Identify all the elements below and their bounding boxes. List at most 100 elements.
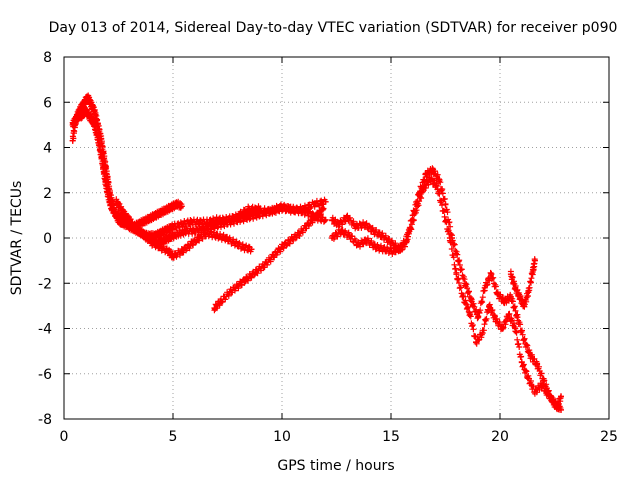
y-tick-label: -8	[38, 412, 52, 428]
data-point	[512, 284, 519, 291]
data-point	[311, 201, 318, 208]
data-point	[178, 221, 185, 228]
data-point	[436, 176, 442, 183]
y-tick-label: 0	[43, 231, 52, 247]
data-point	[414, 203, 421, 210]
data-point	[379, 232, 386, 239]
data-point	[98, 151, 105, 158]
data-point	[165, 225, 172, 232]
data-point	[507, 293, 514, 300]
data-point	[91, 108, 98, 115]
data-point	[148, 239, 155, 246]
data-point	[95, 140, 102, 146]
y-tick-label: -4	[38, 322, 52, 338]
data-point	[473, 339, 479, 346]
data-point	[479, 330, 486, 336]
data-point	[545, 391, 551, 398]
data-point	[353, 223, 360, 230]
data-point	[516, 293, 523, 300]
data-point	[161, 207, 168, 214]
data-point	[335, 221, 342, 228]
y-tick-label: 4	[43, 141, 52, 157]
data-point	[252, 268, 259, 275]
data-point	[161, 237, 168, 244]
data-point	[507, 271, 514, 278]
data-point	[109, 205, 115, 212]
y-tick-label: -6	[38, 367, 52, 383]
data-point	[204, 230, 211, 237]
data-point	[429, 167, 436, 174]
data-point	[390, 248, 397, 255]
data-point	[492, 316, 499, 323]
data-point	[139, 230, 146, 237]
data-point	[322, 216, 329, 223]
data-point	[248, 246, 255, 253]
data-point	[93, 130, 100, 137]
data-point	[156, 244, 163, 251]
data-point	[481, 284, 488, 291]
data-point	[156, 210, 163, 217]
data-point	[143, 235, 150, 241]
y-axis-label: SDTVAR / TECUs	[9, 181, 25, 296]
data-point	[494, 291, 501, 298]
data-point	[446, 235, 453, 241]
data-point	[100, 164, 107, 171]
data-point	[174, 201, 181, 208]
data-point	[521, 302, 527, 309]
data-point	[558, 393, 564, 400]
data-point	[235, 282, 242, 289]
data-point	[102, 178, 109, 185]
data-point	[459, 293, 466, 300]
data-point	[244, 275, 251, 282]
data-point	[433, 183, 440, 189]
data-point	[558, 406, 564, 413]
data-point	[148, 214, 155, 221]
data-point	[113, 212, 120, 219]
series-arc-9	[507, 256, 538, 310]
data-point	[130, 223, 137, 230]
data-point	[475, 314, 482, 321]
data-point	[91, 121, 98, 128]
data-point	[551, 400, 558, 407]
data-point	[531, 388, 538, 395]
data-point	[69, 137, 76, 144]
data-point	[488, 271, 495, 278]
data-point	[355, 241, 362, 248]
data-point	[337, 228, 344, 235]
data-point	[170, 223, 176, 230]
series-arc-6	[235, 196, 329, 221]
data-point	[196, 235, 203, 241]
data-point	[468, 298, 475, 305]
data-point	[388, 239, 394, 246]
data-point	[176, 230, 183, 237]
data-point	[106, 198, 113, 205]
data-point	[518, 359, 525, 366]
data-point	[268, 207, 275, 214]
data-point	[89, 117, 96, 124]
data-point	[218, 221, 224, 228]
data-point	[143, 216, 150, 223]
data-point	[261, 262, 268, 269]
data-point	[540, 377, 547, 384]
data-point	[344, 214, 351, 221]
data-point	[486, 302, 493, 309]
data-point	[244, 214, 251, 221]
data-point	[279, 244, 285, 251]
data-point	[187, 219, 194, 226]
data-point	[161, 228, 168, 235]
y-tick-label: 8	[43, 50, 52, 66]
data-point	[246, 205, 253, 212]
data-point	[370, 228, 377, 235]
y-tick-label: 6	[43, 95, 52, 111]
data-point	[287, 237, 294, 244]
series-arc-8	[329, 174, 564, 413]
data-point	[499, 325, 506, 332]
data-point	[305, 221, 312, 228]
data-point	[80, 101, 87, 108]
data-point	[398, 244, 405, 251]
data-point	[113, 198, 120, 205]
data-point	[170, 253, 176, 260]
data-point	[191, 228, 198, 235]
data-point	[170, 232, 176, 239]
